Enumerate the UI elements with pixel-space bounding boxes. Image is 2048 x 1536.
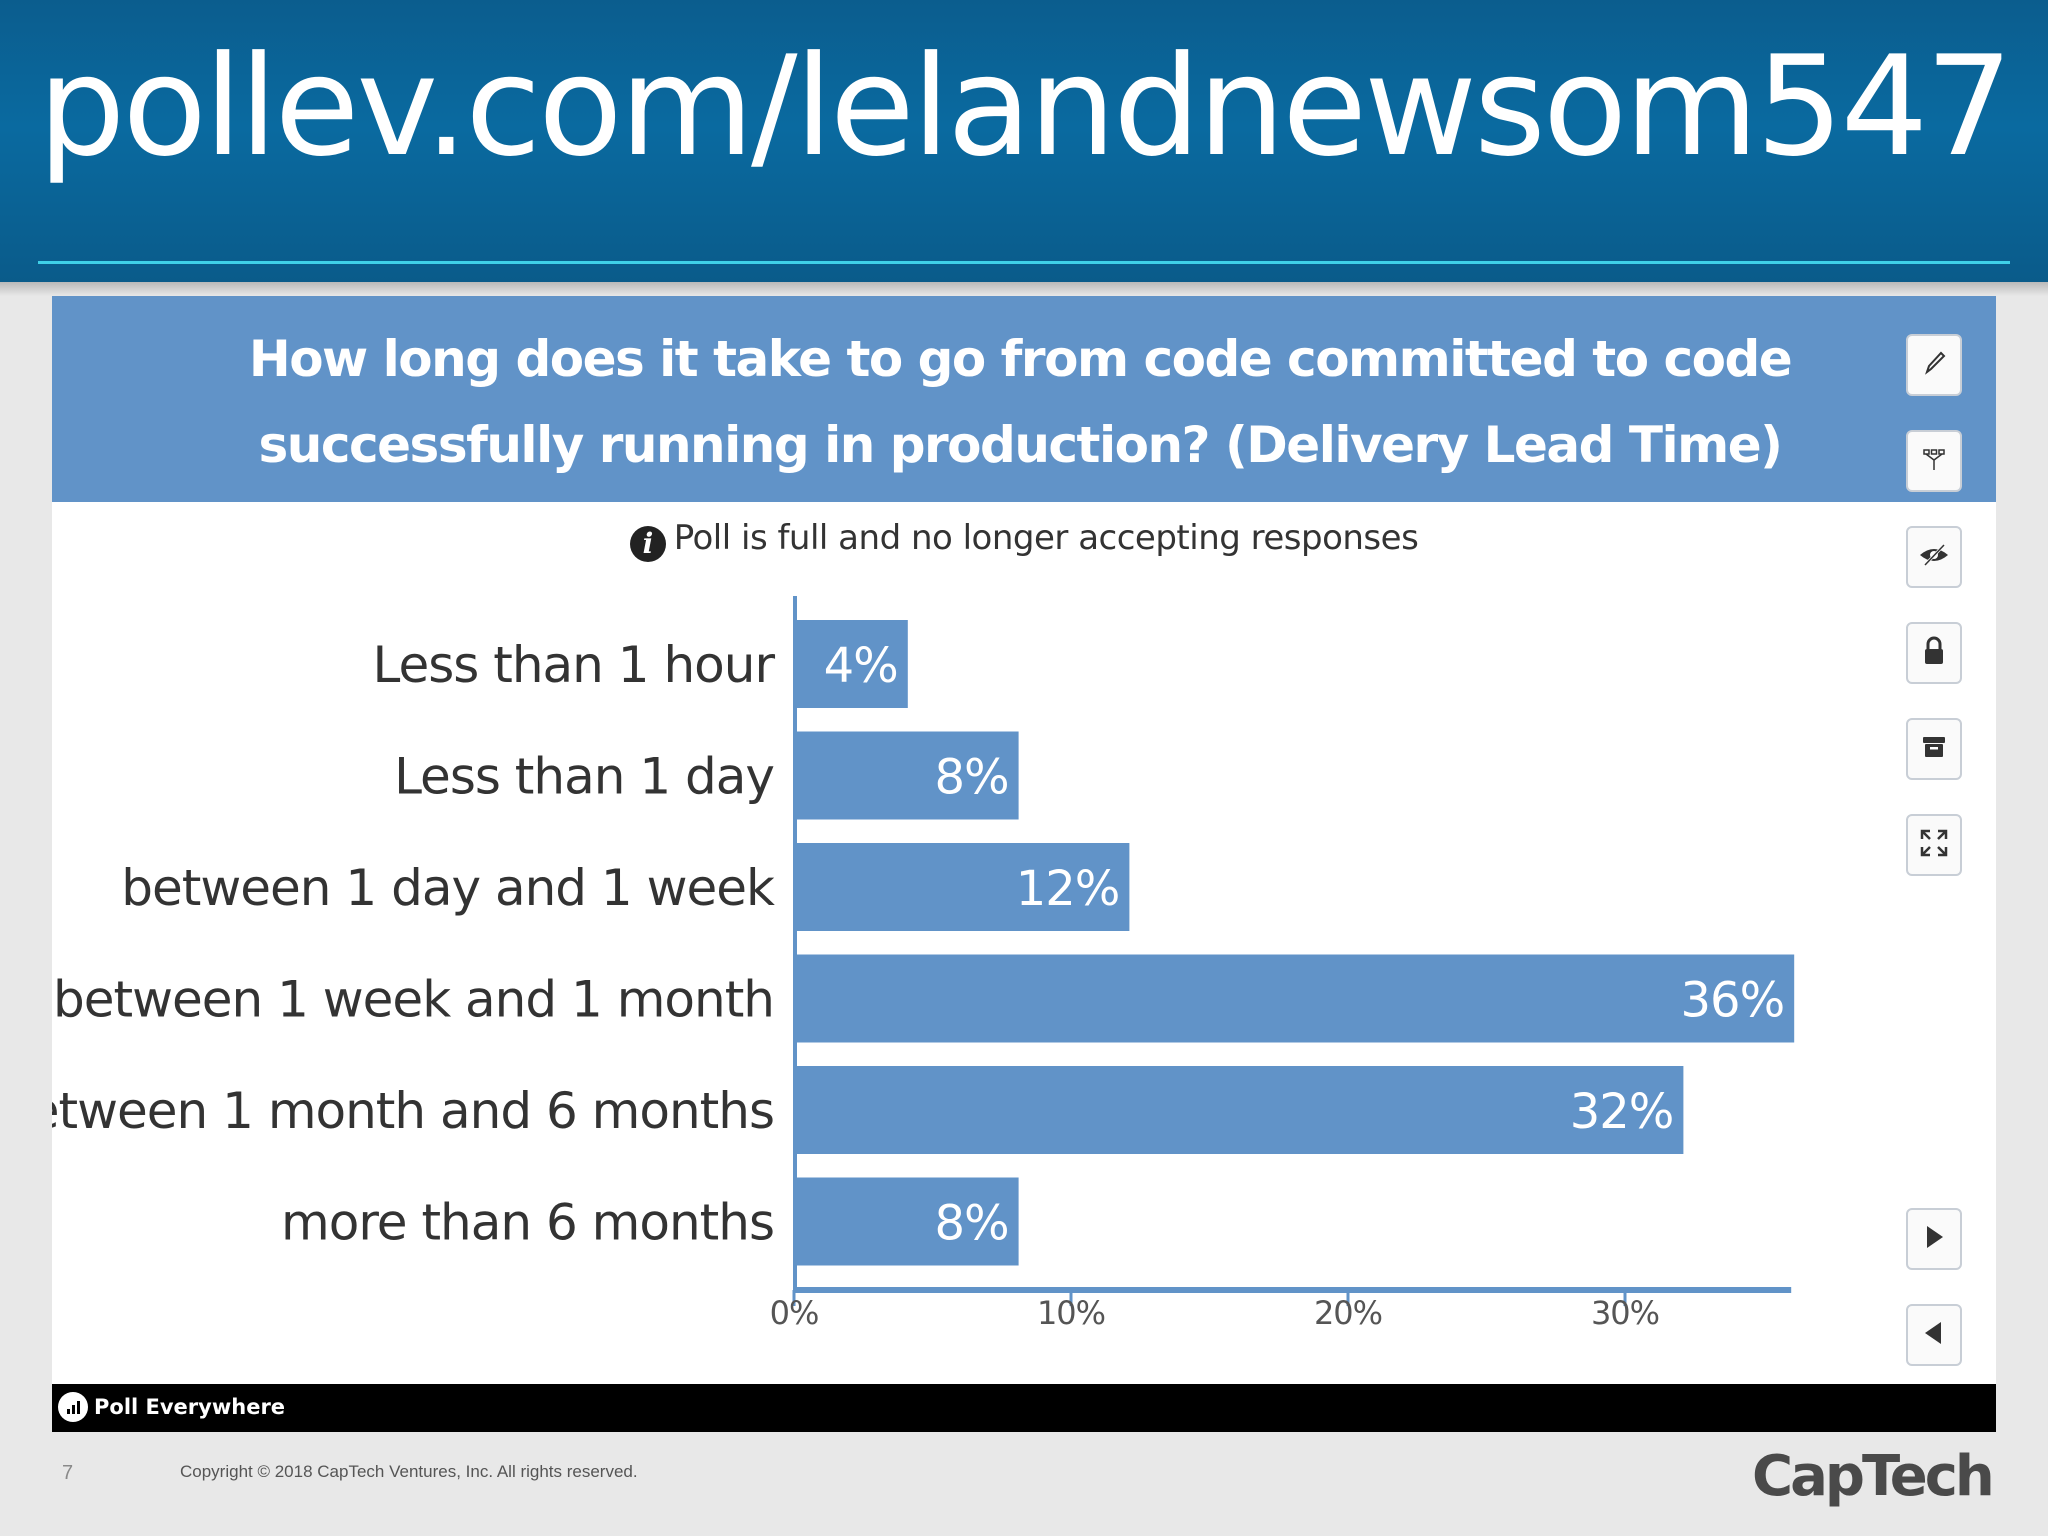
poll-everywhere-logo: Poll Everywhere — [58, 1392, 285, 1422]
info-icon: i — [629, 526, 666, 562]
hide-responses-button[interactable] — [1906, 526, 1962, 588]
header-shadow — [0, 282, 2048, 296]
x-tick-label-3: 20% — [1314, 1294, 1382, 1332]
fullscreen-button[interactable] — [1906, 814, 1962, 876]
archive-icon — [1919, 732, 1949, 767]
play-next-icon — [1921, 1223, 1947, 1256]
captech-logo: CapTech — [1752, 1444, 1995, 1509]
category-label-4: between 1 week and 1 month — [53, 971, 774, 1029]
slide-number: 7 — [62, 1462, 74, 1484]
filter-button[interactable] — [1906, 430, 1962, 492]
value-label-6: 8% — [934, 1196, 1008, 1252]
slide-header: pollev.com/lelandnewsom547 — [0, 0, 2048, 282]
archive-button[interactable] — [1906, 718, 1962, 780]
x-tick-label-2: 10% — [1037, 1294, 1105, 1332]
header-accent-line — [38, 261, 2010, 264]
poll-everywhere-bar: Poll Everywhere — [52, 1384, 1996, 1432]
edit-button[interactable] — [1906, 334, 1962, 396]
fullscreen-icon — [1918, 827, 1950, 864]
next-slide-button[interactable] — [1906, 1208, 1962, 1270]
poll-question: How long does it take to go from code co… — [248, 330, 1793, 474]
bar-chart: Less than 1 hour 4% Less than 1 day 8% betwe… — [52, 596, 1795, 1332]
category-label-3: between 1 day and 1 week — [121, 859, 775, 917]
bar-3 — [797, 843, 1130, 931]
bar-1 — [797, 620, 908, 708]
filter-icon — [1919, 444, 1949, 479]
poll-everywhere-logo-icon — [58, 1392, 88, 1422]
copyright-text: Copyright © 2018 CapTech Ventures, Inc. … — [180, 1462, 638, 1481]
x-tick-label-1: 0% — [770, 1294, 819, 1332]
value-label-1: 4% — [824, 638, 898, 694]
lock-icon — [1919, 634, 1949, 673]
bar-2 — [797, 731, 1019, 820]
question-band: How long does it take to go from code co… — [52, 296, 1996, 502]
value-label-3: 12% — [1016, 861, 1120, 917]
category-label-1: Less than 1 hour — [373, 636, 776, 694]
value-label-2: 8% — [934, 750, 1008, 806]
lock-button[interactable] — [1906, 622, 1962, 684]
header-url-title: pollev.com/lelandnewsom547 — [37, 26, 2013, 187]
previous-slide-button[interactable] — [1906, 1304, 1962, 1366]
poll-status: i Poll is full and no longer accepting re… — [52, 518, 1996, 562]
pencil-icon — [1919, 348, 1949, 383]
eye-slash-icon — [1917, 540, 1951, 575]
category-label-5: between 1 month and 6 months — [52, 1082, 774, 1140]
x-tick-label-4: 30% — [1591, 1294, 1659, 1332]
category-label-6: more than 6 months — [281, 1194, 774, 1252]
play-prev-icon — [1921, 1319, 1947, 1352]
bar-6 — [797, 1177, 1019, 1266]
category-label-2: Less than 1 day — [394, 748, 774, 806]
value-label-5: 32% — [1570, 1084, 1674, 1140]
poll-everywhere-brand: Poll Everywhere — [94, 1395, 286, 1419]
bar-4 — [797, 954, 1795, 1043]
poll-status-text: Poll is full and no longer accepting res… — [673, 518, 1419, 558]
poll-panel: How long does it take to go from code co… — [52, 296, 1996, 1384]
bar-5 — [797, 1066, 1684, 1154]
value-label-4: 36% — [1681, 973, 1785, 1029]
